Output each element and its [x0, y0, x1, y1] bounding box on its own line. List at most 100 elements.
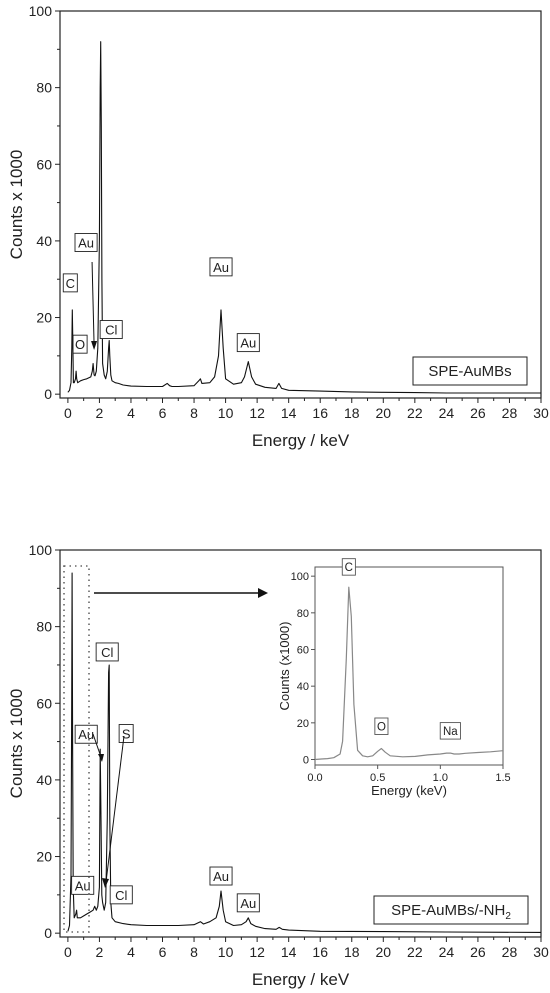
- x-tick-label: 10: [218, 944, 234, 960]
- inset-background: [278, 560, 510, 802]
- annotation-arrow: [92, 733, 102, 758]
- peak-label-box: [62, 273, 78, 293]
- x-tick-label: 1.0: [433, 772, 448, 784]
- x-tick-label: 8: [190, 944, 198, 960]
- peak-label: C: [345, 562, 353, 574]
- sample-label-box: [373, 895, 529, 925]
- peak-label: Cl: [115, 888, 127, 903]
- arrow-head: [102, 878, 109, 888]
- x-tick-label: 0.0: [307, 772, 322, 784]
- x-tick-label: 6: [159, 405, 167, 421]
- y-tick-label: 60: [36, 695, 52, 711]
- peak-label-box: [374, 717, 389, 735]
- x-tick-label: 30: [533, 944, 549, 960]
- x-tick-label: 14: [281, 944, 297, 960]
- peak-label-box: [209, 866, 233, 886]
- sample-label-subscript: 2: [505, 911, 511, 922]
- x-tick-label: 26: [470, 944, 486, 960]
- x-tick-label: 24: [439, 405, 455, 421]
- arrow-head: [258, 588, 268, 598]
- y-axis-title: Counts (x1000): [277, 622, 292, 711]
- chart-2: 0 2 4 6 8 10 12 14 16 18 20 22 24 26 28 30020406080100E…: [7, 542, 549, 989]
- y-axis-title: Counts x 1000: [7, 689, 26, 799]
- x-tick-label: 30: [533, 405, 549, 421]
- y-tick-label: 20: [36, 849, 52, 865]
- y-tick-label: 40: [36, 233, 52, 249]
- peak-label-box: [95, 642, 119, 662]
- sample-label-box: [412, 356, 528, 386]
- x-tick-label: 18: [344, 405, 360, 421]
- plot-frame: [59, 10, 542, 399]
- plot-frame: [314, 566, 504, 766]
- peak-label: Au: [78, 727, 94, 742]
- peak-label-box: [209, 257, 233, 277]
- spectrum-line: [314, 586, 504, 761]
- peak-label: Na: [443, 726, 458, 738]
- y-tick-label: 40: [297, 681, 309, 693]
- x-tick-label: 16: [312, 944, 328, 960]
- peak-label: S: [122, 727, 131, 742]
- x-tick-label: 14: [281, 405, 297, 421]
- x-tick-label: 18: [344, 944, 360, 960]
- x-axis-title: Energy / keV: [252, 970, 350, 989]
- x-tick-label: 6: [159, 944, 167, 960]
- sample-label: SPE-AuMBs/-NH2: [391, 902, 511, 922]
- x-tick-label: 26: [470, 405, 486, 421]
- x-tick-label: 0.5: [370, 772, 385, 784]
- peak-label: Au: [240, 896, 256, 911]
- x-tick-label: 1.5: [495, 772, 510, 784]
- peak-label-box: [341, 558, 356, 576]
- peak-label-box: [74, 724, 98, 744]
- x-tick-label: 16: [312, 405, 328, 421]
- peak-label-box: [236, 333, 260, 353]
- peak-label: Au: [213, 260, 229, 275]
- x-tick-label: 12: [249, 944, 265, 960]
- peak-label: Au: [213, 869, 229, 884]
- y-tick-label: 60: [36, 156, 52, 172]
- y-tick-label: 100: [29, 542, 53, 558]
- y-tick-label: 0: [303, 755, 309, 767]
- x-tick-label: 4: [127, 944, 135, 960]
- y-tick-label: 20: [36, 310, 52, 326]
- x-tick-label: 12: [249, 405, 265, 421]
- peak-label: Au: [75, 878, 91, 893]
- x-tick-label: 22: [407, 944, 423, 960]
- x-axis-title: Energy (keV): [371, 783, 447, 798]
- x-tick-label: 28: [502, 405, 518, 421]
- x-tick-label: 10: [218, 405, 234, 421]
- x-tick-label: 24: [439, 944, 455, 960]
- chart-3: 0.0 0.5 1.0 1.5 0 20 40 60 80 100 Energy (keV) Coun…: [277, 558, 511, 798]
- zoom-region-box: [63, 565, 90, 933]
- peak-label-box: [99, 320, 123, 339]
- peak-label-box: [74, 233, 98, 252]
- sample-label: SPE-AuMBs: [428, 363, 511, 380]
- x-tick-label: 20: [376, 944, 392, 960]
- x-tick-label: 28: [502, 944, 518, 960]
- peak-label: Au: [78, 236, 94, 251]
- y-tick-label: 40: [36, 772, 52, 788]
- y-tick-label: 100: [29, 3, 53, 19]
- spectrum-line: [67, 572, 542, 933]
- chart-1: 0 2 4 6 8 10 12 14 16 18 20 22 24 26 28 30020406080100E…: [7, 3, 549, 450]
- y-tick-label: 20: [297, 718, 309, 730]
- peak-label-box: [118, 724, 134, 743]
- y-tick-label: 0: [44, 925, 52, 941]
- peak-label: Au: [240, 336, 256, 351]
- x-tick-label: 2: [96, 944, 104, 960]
- peak-label: O: [377, 722, 386, 734]
- x-tick-label: 0: [64, 405, 72, 421]
- x-axis-title: Energy / keV: [252, 431, 350, 450]
- annotation-arrow: [105, 735, 125, 883]
- x-tick-label: 4: [127, 405, 135, 421]
- peak-label: Cl: [101, 645, 113, 660]
- x-tick-label: 22: [407, 405, 423, 421]
- y-axis-title: Counts x 1000: [7, 150, 26, 260]
- arrow-head: [98, 754, 104, 762]
- peak-label-box: [72, 334, 88, 354]
- arrow-head: [91, 341, 98, 350]
- peak-label: Cl: [105, 323, 117, 338]
- peak-label-box: [236, 893, 260, 913]
- y-tick-label: 80: [36, 80, 52, 96]
- peak-label-box: [439, 722, 461, 740]
